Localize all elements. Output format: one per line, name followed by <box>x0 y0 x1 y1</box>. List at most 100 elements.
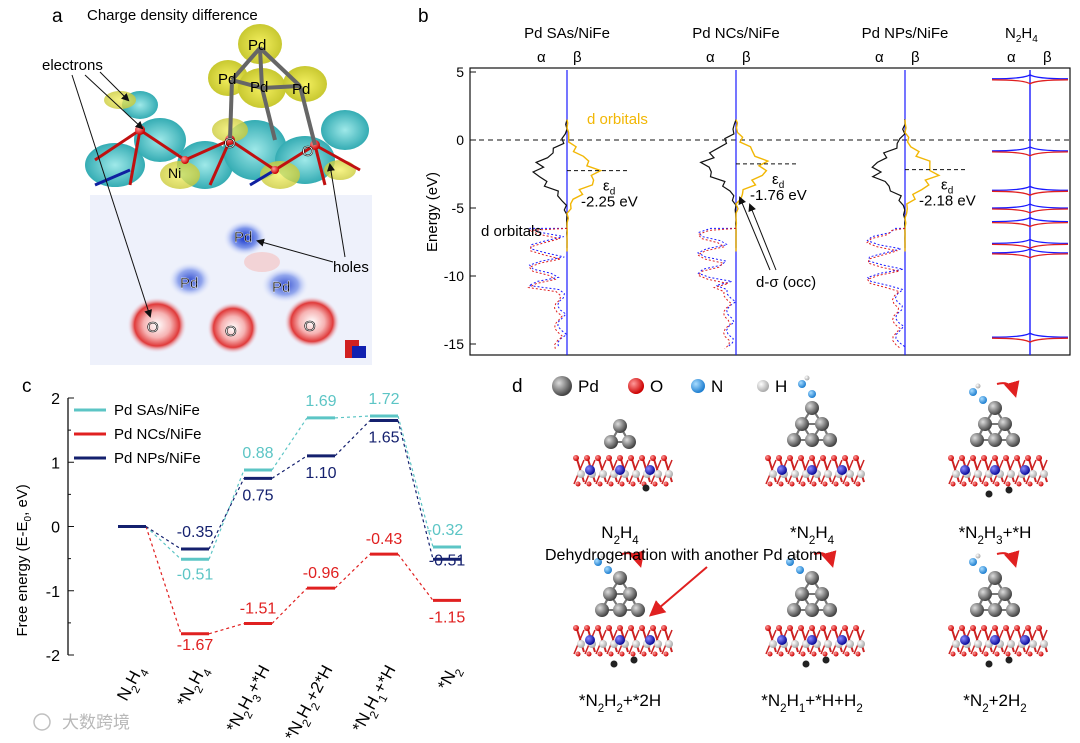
dos-ed-symbol: εd <box>941 177 953 197</box>
slab-o-atom <box>776 455 782 461</box>
slab-o-atom <box>842 625 848 631</box>
slab-ni-atom <box>990 635 1000 645</box>
pd-atom <box>613 603 627 617</box>
dissociated-h-atom <box>802 660 810 668</box>
pd-atom <box>998 417 1012 431</box>
slab-o-atom <box>994 651 1000 657</box>
slab-o-atom <box>970 455 976 461</box>
legend-atom-n-icon <box>691 379 705 393</box>
dos-band-beta <box>696 227 737 350</box>
structure-model <box>948 380 1048 498</box>
slab-h-atom <box>599 640 607 648</box>
dos-d-beta-curve <box>566 119 603 252</box>
slab-o-atom <box>787 455 793 461</box>
fe-category-label: *N2H3+*H <box>223 662 278 738</box>
slab-o-atom <box>1025 455 1031 461</box>
slab-o-atom <box>778 481 784 487</box>
slab-ni-atom <box>585 635 595 645</box>
pd-atom <box>970 433 984 447</box>
dos-alpha-label: α <box>537 49 546 66</box>
n2h4-level-beta <box>991 151 1069 157</box>
slab-o-atom <box>994 481 1000 487</box>
dos-beta-label: β <box>911 49 920 66</box>
slab-h-atom <box>1040 640 1048 648</box>
fe-ytick-label: 0 <box>51 520 60 537</box>
n-atom <box>604 566 612 574</box>
slab-o-atom <box>961 651 967 657</box>
dos-ytick-label: -10 <box>444 268 464 284</box>
slab-o-atom <box>853 455 859 461</box>
pd-atom <box>631 603 645 617</box>
n-atom <box>979 396 987 404</box>
slab-o-atom <box>767 651 773 657</box>
fe-ytick-label: -1 <box>46 584 60 601</box>
slab-o-atom <box>639 625 645 631</box>
panel-a-title: Charge density difference <box>87 7 258 24</box>
slab-ni-atom <box>645 635 655 645</box>
dos-ed-value: -1.76 eV <box>750 187 807 204</box>
slab-h-atom <box>665 640 673 648</box>
slab-o-atom <box>1014 625 1020 631</box>
slab-o-atom <box>630 651 636 657</box>
slab-h-atom <box>599 470 607 478</box>
slab-o-atom <box>800 651 806 657</box>
slab-h-atom <box>974 640 982 648</box>
slab-h-atom <box>1007 640 1015 648</box>
slab-o-atom <box>573 455 579 461</box>
structure-label: *N2H1+*H+H2 <box>761 691 862 715</box>
fe-value-label: 0.88 <box>242 445 273 462</box>
slab-o-atom <box>597 481 603 487</box>
slab-h-atom <box>769 640 777 648</box>
slab-o-atom <box>948 455 954 461</box>
watermark-logo <box>33 713 51 731</box>
slab-o-atom <box>842 455 848 461</box>
slab-o-atom <box>630 481 636 487</box>
slab-o-atom <box>972 481 978 487</box>
slab-o-atom <box>628 455 634 461</box>
structure-model <box>573 419 673 492</box>
panel-a: Charge density difference <box>42 7 372 365</box>
fe-connector <box>208 478 245 550</box>
slab-o-atom <box>1038 651 1044 657</box>
fe-connector <box>271 455 308 479</box>
dos-ytick-label: -15 <box>444 336 464 352</box>
fe-value-label: -0.96 <box>303 565 340 582</box>
pd-atom <box>988 603 1002 617</box>
slab-o-atom <box>809 625 815 631</box>
pd-atom <box>805 571 819 585</box>
slab-o-atom <box>608 651 614 657</box>
fe-value-label: 1.72 <box>368 391 399 408</box>
pd-atom <box>805 433 819 447</box>
n2h4-level-alpha <box>991 203 1069 209</box>
fe-value-label: 1.69 <box>305 393 336 410</box>
slab-o-atom <box>1036 625 1042 631</box>
pd-atom <box>604 435 618 449</box>
fe-value-label: -0.51 <box>177 566 214 583</box>
slab-h-atom <box>974 470 982 478</box>
dos-d-beta-curve <box>735 119 770 252</box>
slab-h-atom <box>824 640 832 648</box>
slab-o-atom <box>959 625 965 631</box>
dos-beta-label: β <box>573 49 582 66</box>
pd-atom <box>998 587 1012 601</box>
slab-o-atom <box>575 651 581 657</box>
n2h4-level-beta <box>991 221 1069 228</box>
slab-o-atom <box>765 625 771 631</box>
structure-label: *N2H4 <box>790 523 835 547</box>
fe-connector <box>334 553 371 589</box>
fe-connector <box>271 587 308 624</box>
ni-label: Ni <box>168 165 181 181</box>
slab-o-atom <box>584 625 590 631</box>
dos-ed-value: -2.25 eV <box>581 194 638 211</box>
structure-label: N2H4 <box>601 523 639 547</box>
slab-o-atom <box>639 455 645 461</box>
slab-o-atom <box>833 651 839 657</box>
dissociated-h-atom <box>985 490 993 498</box>
slab-o-atom <box>844 651 850 657</box>
slab-ni-atom <box>990 465 1000 475</box>
slab-o-atom <box>831 625 837 631</box>
dos-ytick-label: 5 <box>456 64 464 80</box>
slab-o-atom <box>776 625 782 631</box>
